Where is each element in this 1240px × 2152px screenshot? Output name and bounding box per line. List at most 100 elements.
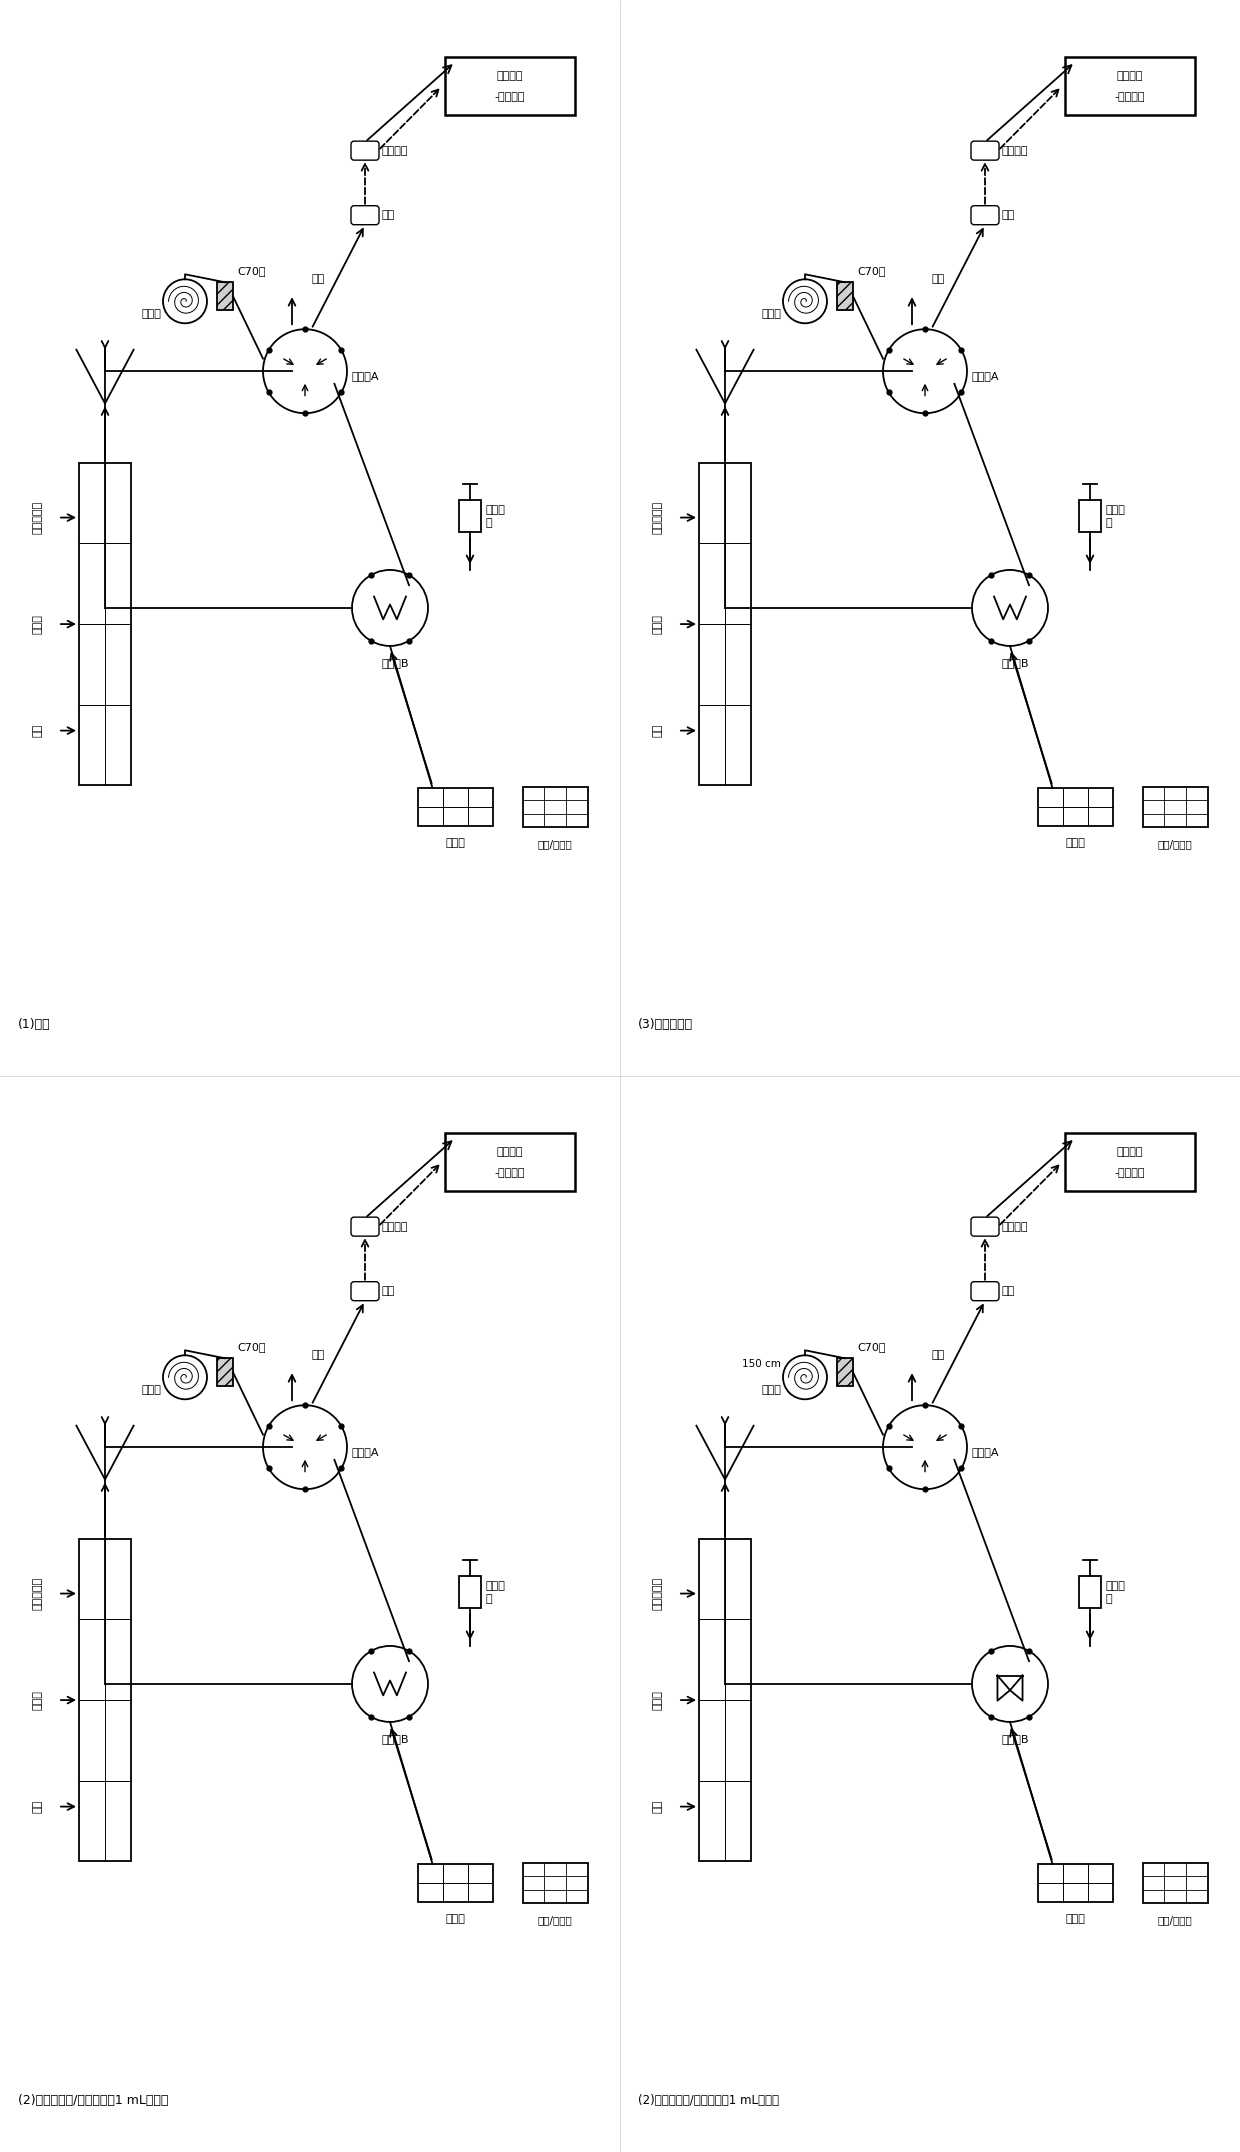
Circle shape <box>263 1405 347 1489</box>
FancyBboxPatch shape <box>351 207 379 224</box>
Text: 进样阀A: 进样阀A <box>971 1448 998 1457</box>
Text: 反应池: 反应池 <box>761 1386 781 1394</box>
Text: C70柱: C70柱 <box>857 267 885 275</box>
Text: 进样阀B: 进样阀B <box>381 659 409 667</box>
Bar <box>1079 501 1101 532</box>
Text: 衍生: 衍生 <box>1002 1287 1016 1296</box>
FancyBboxPatch shape <box>971 1283 999 1300</box>
Text: (2)脱水，洗脱/衍生液充满1 mL进样环: (2)脱水，洗脱/衍生液充满1 mL进样环 <box>639 2094 779 2107</box>
Text: -质谱检测: -质谱检测 <box>495 93 526 101</box>
Text: 反应池: 反应池 <box>141 310 161 318</box>
Circle shape <box>883 329 967 413</box>
FancyBboxPatch shape <box>351 1283 379 1300</box>
Bar <box>1142 788 1208 826</box>
Bar <box>1038 1864 1112 1902</box>
Text: 浓缩定容: 浓缩定容 <box>382 146 408 155</box>
Text: 进样阀B: 进样阀B <box>1001 1735 1029 1743</box>
Bar <box>1065 58 1195 114</box>
Text: 反应池: 反应池 <box>141 1386 161 1394</box>
Text: 蠕动泵: 蠕动泵 <box>445 1913 465 1924</box>
Circle shape <box>883 1405 967 1489</box>
FancyBboxPatch shape <box>351 142 379 159</box>
Text: C70柱: C70柱 <box>857 1343 885 1351</box>
Text: C70柱: C70柱 <box>237 267 265 275</box>
Text: 空气: 空气 <box>653 1799 663 1814</box>
Text: 浓缩定容: 浓缩定容 <box>1002 1222 1028 1231</box>
Text: 浓缩定容: 浓缩定容 <box>382 1222 408 1231</box>
Bar <box>1038 788 1112 826</box>
FancyBboxPatch shape <box>971 1218 999 1235</box>
Bar <box>837 282 853 310</box>
Circle shape <box>263 329 347 413</box>
Text: 废液: 废液 <box>932 1349 945 1360</box>
Text: (2)脱水，洗脱/衍生液充满1 mL进样环: (2)脱水，洗脱/衍生液充满1 mL进样环 <box>19 2094 169 2107</box>
Text: 萃取稀释液: 萃取稀释液 <box>33 1577 43 1610</box>
Text: -质谱检测: -质谱检测 <box>1115 93 1146 101</box>
Circle shape <box>352 570 428 646</box>
Text: 络合剂: 络合剂 <box>33 613 43 635</box>
Bar <box>699 1539 751 1861</box>
Text: 进样环: 进样环 <box>1106 1582 1126 1590</box>
Text: 进: 进 <box>1106 1595 1112 1603</box>
Circle shape <box>162 280 207 323</box>
FancyBboxPatch shape <box>351 1218 379 1235</box>
Circle shape <box>162 1356 207 1399</box>
Bar <box>522 788 588 826</box>
Circle shape <box>352 1646 428 1722</box>
Text: 萃取稀释液: 萃取稀释液 <box>653 1577 663 1610</box>
Text: (3)洗脱，衍生: (3)洗脱，衍生 <box>639 1018 693 1031</box>
Text: 蠕动泵: 蠕动泵 <box>1065 1913 1085 1924</box>
Bar <box>217 282 233 310</box>
Text: 进: 进 <box>486 519 492 527</box>
Text: 进样环: 进样环 <box>1106 506 1126 514</box>
Text: 气相色谱: 气相色谱 <box>1117 1147 1143 1156</box>
Text: 络合剂: 络合剂 <box>653 613 663 635</box>
Bar <box>79 1539 131 1861</box>
Bar <box>699 463 751 785</box>
Text: 衍生: 衍生 <box>1002 211 1016 220</box>
Bar <box>445 58 575 114</box>
Text: 洗脱/衍生液: 洗脱/衍生液 <box>538 839 573 850</box>
Text: 进样环: 进样环 <box>486 506 506 514</box>
Text: 洗脱/衍生液: 洗脱/衍生液 <box>1158 839 1193 850</box>
Bar <box>79 463 131 785</box>
Text: 进: 进 <box>1106 519 1112 527</box>
Text: 空气: 空气 <box>33 723 43 738</box>
Text: 废液: 废液 <box>312 273 325 284</box>
Circle shape <box>972 570 1048 646</box>
Text: 进样环: 进样环 <box>486 1582 506 1590</box>
Bar <box>522 1864 588 1902</box>
Text: 气相色谱: 气相色谱 <box>497 71 523 80</box>
FancyBboxPatch shape <box>971 142 999 159</box>
Text: 进样阀B: 进样阀B <box>381 1735 409 1743</box>
Text: 进样阀A: 进样阀A <box>971 372 998 381</box>
Text: 反应池: 反应池 <box>761 310 781 318</box>
Text: C70柱: C70柱 <box>237 1343 265 1351</box>
Circle shape <box>782 1356 827 1399</box>
Text: 络合剂: 络合剂 <box>653 1689 663 1711</box>
Bar <box>445 1134 575 1190</box>
Text: 络合剂: 络合剂 <box>33 1689 43 1711</box>
Text: 蠕动泵: 蠕动泵 <box>1065 837 1085 848</box>
Text: 进样阀A: 进样阀A <box>351 1448 378 1457</box>
Text: 蠕动泵: 蠕动泵 <box>445 837 465 848</box>
Text: 废液: 废液 <box>312 1349 325 1360</box>
Text: 空气: 空气 <box>33 1799 43 1814</box>
Circle shape <box>782 280 827 323</box>
Text: 衍生: 衍生 <box>382 1287 396 1296</box>
Text: 废液: 废液 <box>932 273 945 284</box>
Bar <box>418 788 492 826</box>
Text: 空气: 空气 <box>653 723 663 738</box>
FancyBboxPatch shape <box>971 207 999 224</box>
Bar <box>459 1577 481 1608</box>
Text: -质谱检测: -质谱检测 <box>1115 1169 1146 1177</box>
Bar <box>418 1864 492 1902</box>
Bar <box>837 1358 853 1386</box>
Bar <box>1079 1577 1101 1608</box>
Text: 萃取稀释液: 萃取稀释液 <box>33 501 43 534</box>
Text: 洗脱/衍生液: 洗脱/衍生液 <box>1158 1915 1193 1926</box>
Bar <box>217 1358 233 1386</box>
Text: (1)富集: (1)富集 <box>19 1018 51 1031</box>
Text: 萃取稀释液: 萃取稀释液 <box>653 501 663 534</box>
Text: 150 cm: 150 cm <box>742 1360 781 1369</box>
